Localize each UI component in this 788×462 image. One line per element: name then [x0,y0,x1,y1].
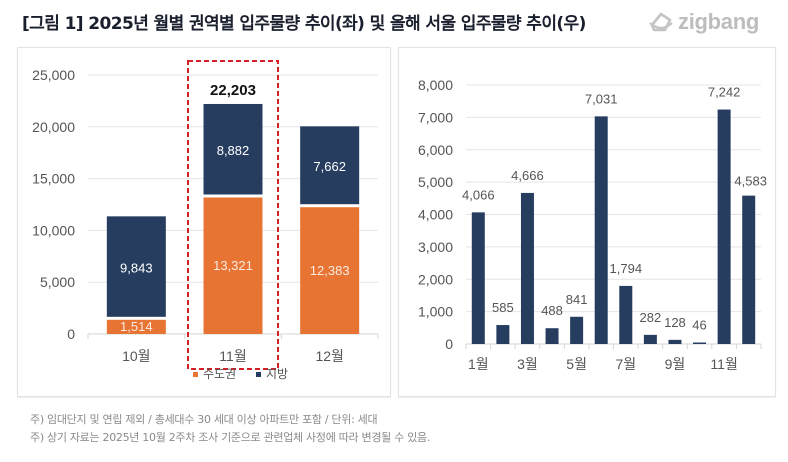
y-tick-label: 6,000 [418,142,453,158]
footnotes: 주) 임대단지 및 연립 제외 / 총세대수 30 세대 이상 아파트만 포함 … [30,411,430,447]
y-tick-label: 7,000 [418,109,453,125]
highlight-box [187,60,279,370]
y-tick-label: 10,000 [32,222,75,238]
bar-segment-sudogwon [106,319,166,334]
bar-value-label: 841 [566,292,588,307]
total-label: 22,203 [210,82,256,99]
footnote-2: 주) 상기 자료는 2025년 10월 2주차 조사 기준으로 관련업체 사정에… [30,431,431,444]
bar-value-label: 1,514 [120,319,153,334]
bar-segment-sudogwon [203,197,263,334]
y-tick-label: 4,000 [418,207,453,223]
month-bar [668,339,682,344]
y-tick-label: 0 [445,336,453,352]
x-tick-label: 10월 [122,348,150,364]
x-tick-label: 3월 [517,356,538,372]
bar-value-label: 282 [640,310,662,325]
bar-value-label: 13,321 [213,258,253,273]
legend-swatch-jibang [256,372,261,377]
x-tick-label: 11월 [219,348,246,364]
right-bar-chart: 0 1,000 2,000 3,000 4,000 5,000 6,000 7,000 8,00… [418,77,767,372]
bar-value-label: 7,662 [313,159,346,174]
month-bar [496,325,510,344]
bar-value-label: 1,794 [610,261,643,276]
bar-value-label: 8,882 [217,143,250,158]
bar-value-label: 46 [692,318,706,333]
y-tick-label: 2,000 [418,271,453,287]
bar-value-label: 4,583 [734,174,767,189]
x-tick-label: 7월 [615,356,636,372]
y-tick-label: 8,000 [418,77,453,93]
zigbang-logo-icon [649,12,673,32]
y-tick-label: 5,000 [418,174,453,190]
y-tick-label: 3,000 [418,239,453,255]
month-bar [520,192,534,344]
bar-value-label: 9,843 [120,260,153,275]
month-bar [594,116,608,345]
bar-value-label: 7,031 [585,91,618,106]
legend-label: 지방 [266,367,288,381]
legend-swatch-sudogwon [193,372,198,377]
logo-text: zigbang [678,9,760,34]
y-tick-label: 15,000 [32,171,75,187]
left-chart-panel: 0 5,000 10,000 15,000 20,000 25,000 1,514 9,843… [17,47,391,397]
bar-segment-jibang [203,103,263,195]
y-tick-label: 0 [67,326,75,342]
x-tick-label: 12월 [315,348,343,364]
y-tick-label: 5,000 [40,274,75,290]
y-tick-label: 25,000 [32,67,75,83]
bar-value-label: 4,066 [462,187,495,202]
month-bar [570,316,584,344]
legend-label: 수도권 [203,367,236,381]
y-tick-label: 1,000 [418,304,453,320]
month-bar [643,334,657,344]
month-bar [545,328,559,344]
zigbang-logo: zigbang [648,9,759,35]
month-bar [717,109,731,344]
right-chart-panel: 0 1,000 2,000 3,000 4,000 5,000 6,000 7,000 8,00… [398,47,776,397]
bar-segment-jibang [106,216,166,317]
x-tick-label: 11월 [710,356,737,372]
month-bar [471,212,485,344]
bar-value-label: 488 [541,303,563,318]
bar-value-label: 4,666 [511,168,544,183]
x-tick-label: 9월 [665,356,686,372]
x-tick-label: 5월 [566,356,587,372]
bar-segment-jibang [300,126,360,205]
bar-segment-sudogwon [300,207,360,334]
month-bar [742,195,756,344]
x-tick-label: 1월 [468,356,489,372]
bar-value-label: 585 [492,300,514,315]
left-stacked-bar-chart: 0 5,000 10,000 15,000 20,000 25,000 1,514 9,843… [32,60,379,381]
month-bar [619,285,633,344]
y-tick-label: 20,000 [32,119,75,135]
bar-value-label: 7,242 [708,85,741,100]
bar-value-label: 12,383 [310,263,350,278]
figure-title: [그림 1] 2025년 월별 권역별 입주물량 추이(좌) 및 올해 서울 입… [22,14,586,34]
month-bar [693,342,707,344]
bar-value-label: 128 [664,315,686,330]
footnote-1: 주) 임대단지 및 연립 제외 / 총세대수 30 세대 이상 아파트만 포함 … [30,413,378,426]
